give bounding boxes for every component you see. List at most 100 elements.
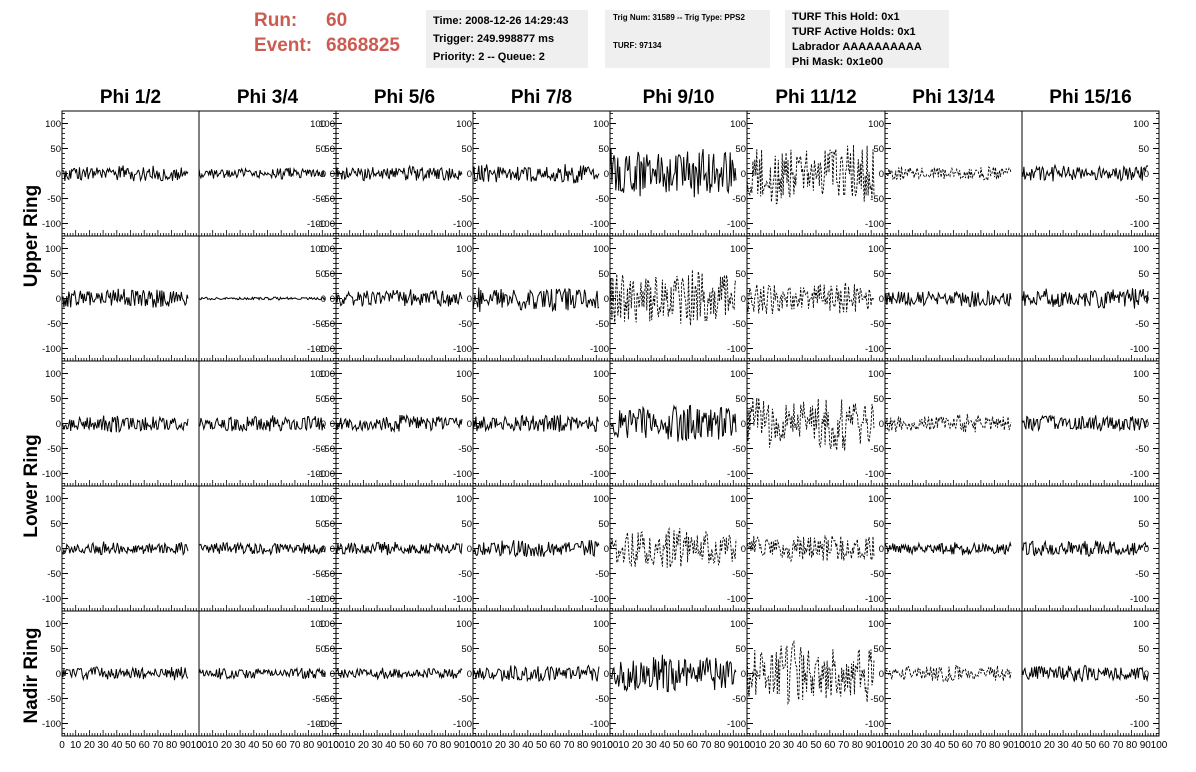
x-tick-label: 0 [882,740,888,751]
y-tick-label: -50 [47,694,61,705]
column-header: Phi 7/8 [511,87,572,108]
x-tick-label: 60 [276,740,288,751]
y-tick-label: -50 [321,194,335,205]
turf-hold-text: TURF This Hold: 0x1 [792,11,900,23]
x-tick-label: 100 [602,740,619,751]
y-tick-label: -100 [453,344,472,355]
y-tick-label: 50 [873,269,884,280]
x-tick-label: 70 [1112,740,1124,751]
y-tick-label: 100 [593,119,609,130]
waveform-trace [609,404,737,442]
y-tick-label: -100 [453,719,472,730]
y-tick-label: 0 [604,294,609,305]
waveform-trace [335,541,463,556]
y-tick-label: -100 [316,219,335,230]
y-tick-label: -100 [316,344,335,355]
y-tick-label: 100 [319,244,335,255]
y-tick-label: -100 [727,594,746,605]
y-tick-label: 0 [330,669,335,680]
y-tick-label: 0 [879,544,884,555]
x-tick-label: 100 [191,740,208,751]
y-tick-label: 100 [45,244,61,255]
x-tick-label: 100 [465,740,482,751]
waveform-trace [472,414,600,433]
y-tick-label: -50 [312,569,326,580]
event-value: 6868825 [326,35,400,56]
x-tick-label: 80 [852,740,864,751]
x-tick-label: 90 [1140,740,1152,751]
y-tick-label: 100 [310,369,326,380]
y-tick-label: 50 [873,394,884,405]
waveform-trace [472,164,600,184]
x-tick-label: 0 [333,740,339,751]
y-tick-label: 50 [50,644,61,655]
waveform-trace [335,413,463,433]
y-tick-label: -100 [453,219,472,230]
waveform-trace [884,289,1012,308]
x-tick-label: 30 [783,740,795,751]
y-tick-label: -50 [595,444,609,455]
x-tick-label: 10 [618,740,630,751]
y-tick-label: 100 [868,494,884,505]
y-tick-label: 0 [467,419,472,430]
y-tick-label: 100 [456,119,472,130]
y-tick-label: 0 [741,419,746,430]
y-tick-label: 0 [467,544,472,555]
waveform-trace [61,541,189,556]
y-tick-label: 100 [456,244,472,255]
y-tick-label: 50 [50,519,61,530]
x-tick-label: 50 [673,740,685,751]
y-tick-label: 0 [741,169,746,180]
x-tick-label: 20 [84,740,96,751]
x-tick-label: 30 [372,740,384,751]
y-tick-label: 100 [310,244,326,255]
x-tick-label: 10 [893,740,905,751]
y-tick-label: 100 [1133,369,1149,380]
y-tick-label: 0 [330,419,335,430]
y-tick-label: -50 [458,694,472,705]
y-tick-label: 100 [1133,619,1149,630]
y-tick-label: 100 [730,369,746,380]
y-tick-label: 50 [324,519,335,530]
x-tick-label: 30 [921,740,933,751]
y-tick-label: 0 [1144,169,1149,180]
x-tick-label: 50 [536,740,548,751]
y-tick-label: -100 [727,344,746,355]
x-tick-label: 0 [196,740,202,751]
y-tick-label: 0 [741,544,746,555]
waveform-trace [198,541,326,556]
y-tick-label: 0 [330,544,335,555]
x-tick-label: 100 [1151,740,1168,751]
y-tick-label: -50 [47,319,61,330]
x-tick-label: 80 [166,740,178,751]
x-tick-label: 40 [522,740,534,751]
y-tick-label: 0 [56,544,61,555]
labrador-text: Labrador AAAAAAAAAA [792,41,922,53]
y-tick-label: -50 [595,319,609,330]
event-label: Event: [254,35,313,56]
y-tick-label: 0 [321,294,326,305]
panel-frame [61,610,200,737]
y-tick-label: -100 [1130,719,1149,730]
y-tick-label: 50 [461,144,472,155]
y-tick-label: 50 [315,269,326,280]
x-tick-label: 40 [1071,740,1083,751]
x-tick-label: 30 [98,740,110,751]
y-tick-label: 100 [45,494,61,505]
y-tick-label: 50 [315,519,326,530]
x-tick-label: 90 [180,740,192,751]
waveform-trace [746,397,875,451]
y-tick-label: 0 [467,294,472,305]
waveform-trace [1021,664,1149,683]
y-tick-label: 50 [461,519,472,530]
y-tick-label: 0 [879,169,884,180]
y-tick-label: -100 [1130,219,1149,230]
y-tick-label: 50 [598,644,609,655]
y-tick-label: -50 [732,694,746,705]
x-tick-label: 50 [399,740,411,751]
y-tick-label: -100 [42,219,61,230]
column-header: Phi 5/6 [374,87,435,108]
waveform-trace [884,166,1012,183]
x-tick-label: 60 [413,740,425,751]
